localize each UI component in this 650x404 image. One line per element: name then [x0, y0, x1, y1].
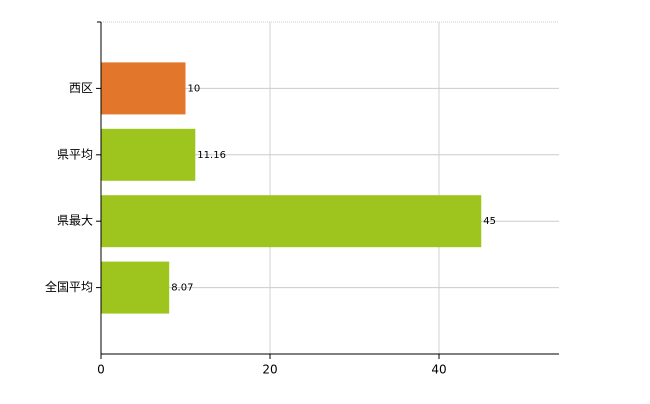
y-tick-label: 県平均 — [57, 147, 93, 161]
value-label: 11.16 — [197, 150, 226, 161]
bar — [101, 261, 170, 314]
value-label: 8.07 — [171, 283, 193, 294]
value-label: 10 — [188, 83, 201, 94]
x-tick-label: 40 — [431, 363, 446, 377]
x-tick-label: 0 — [97, 363, 105, 377]
x-tick-label: 20 — [262, 363, 277, 377]
y-tick-label: 県最大 — [57, 214, 93, 228]
value-label: 45 — [483, 216, 496, 227]
y-tick-label: 西区 — [69, 81, 93, 95]
y-tick-label: 全国平均 — [45, 279, 93, 294]
bar — [101, 128, 196, 181]
bar — [101, 62, 186, 115]
bar — [101, 195, 482, 248]
